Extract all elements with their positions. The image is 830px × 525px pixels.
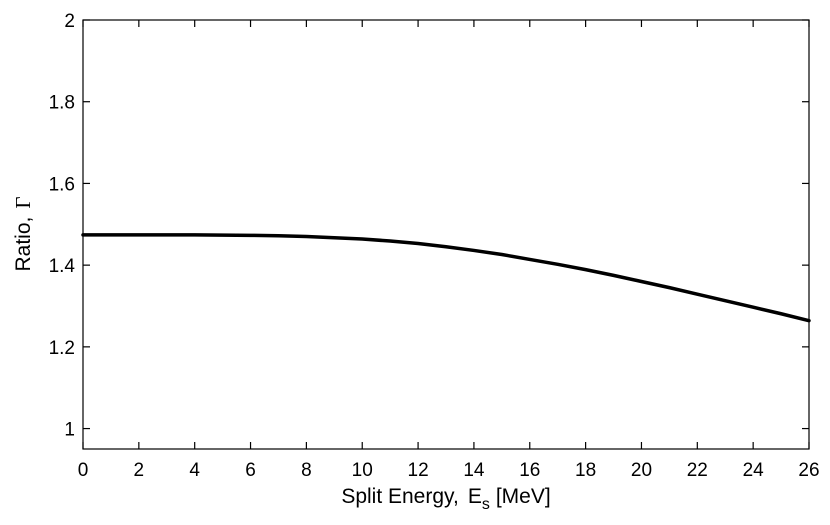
x-tick-label: 14 — [463, 460, 485, 481]
y-axis-ticks: 1 1.2 1.4 1.6 1.8 2 — [49, 11, 809, 441]
x-tick-label: 2 — [134, 460, 145, 481]
y-tick-label: 1.8 — [49, 93, 75, 114]
x-axis-label-text: Split Energy, — [341, 485, 459, 508]
x-tick-label: 6 — [245, 460, 256, 481]
x-axis-subscript: s — [482, 496, 490, 513]
x-tick-label: 22 — [687, 460, 708, 481]
x-tick-label: 24 — [743, 460, 765, 481]
x-tick-label: 20 — [631, 460, 652, 481]
x-axis-ticks: 0 2 4 6 8 10 12 14 16 18 20 22 24 26 — [78, 20, 820, 481]
x-tick-label: 4 — [189, 460, 200, 481]
x-axis-unit: [MeV] — [496, 485, 551, 508]
x-tick-label: 26 — [798, 460, 819, 481]
y-axis-label-text: Ratio, — [12, 217, 35, 272]
y-tick-label: 2 — [64, 11, 75, 32]
x-tick-label: 10 — [352, 460, 373, 481]
series-line — [81, 233, 811, 323]
x-tick-label: 0 — [78, 460, 89, 481]
x-axis-label: Split Energy, Es [MeV] — [341, 485, 550, 513]
y-tick-label: 1 — [64, 420, 75, 441]
y-tick-label: 1.6 — [49, 174, 75, 195]
x-tick-label: 16 — [519, 460, 540, 481]
y-axis-symbol: Γ — [11, 197, 35, 209]
y-tick-label: 1.2 — [49, 338, 75, 359]
y-axis-label: Ratio, Γ — [11, 197, 35, 272]
x-axis-symbol: E — [468, 485, 482, 508]
x-tick-label: 8 — [301, 460, 312, 481]
x-tick-label: 12 — [408, 460, 429, 481]
x-tick-label: 18 — [575, 460, 596, 481]
y-tick-label: 1.4 — [49, 256, 76, 277]
